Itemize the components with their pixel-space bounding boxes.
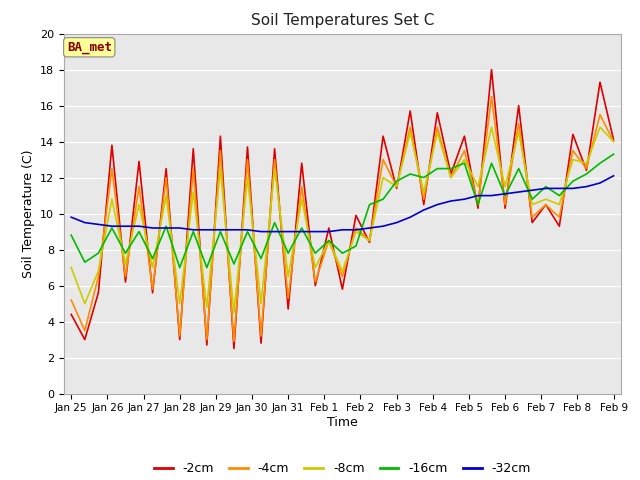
Y-axis label: Soil Temperature (C): Soil Temperature (C) xyxy=(22,149,35,278)
Title: Soil Temperatures Set C: Soil Temperatures Set C xyxy=(251,13,434,28)
Legend: -2cm, -4cm, -8cm, -16cm, -32cm: -2cm, -4cm, -8cm, -16cm, -32cm xyxy=(149,457,536,480)
X-axis label: Time: Time xyxy=(327,416,358,429)
Text: BA_met: BA_met xyxy=(67,41,112,54)
